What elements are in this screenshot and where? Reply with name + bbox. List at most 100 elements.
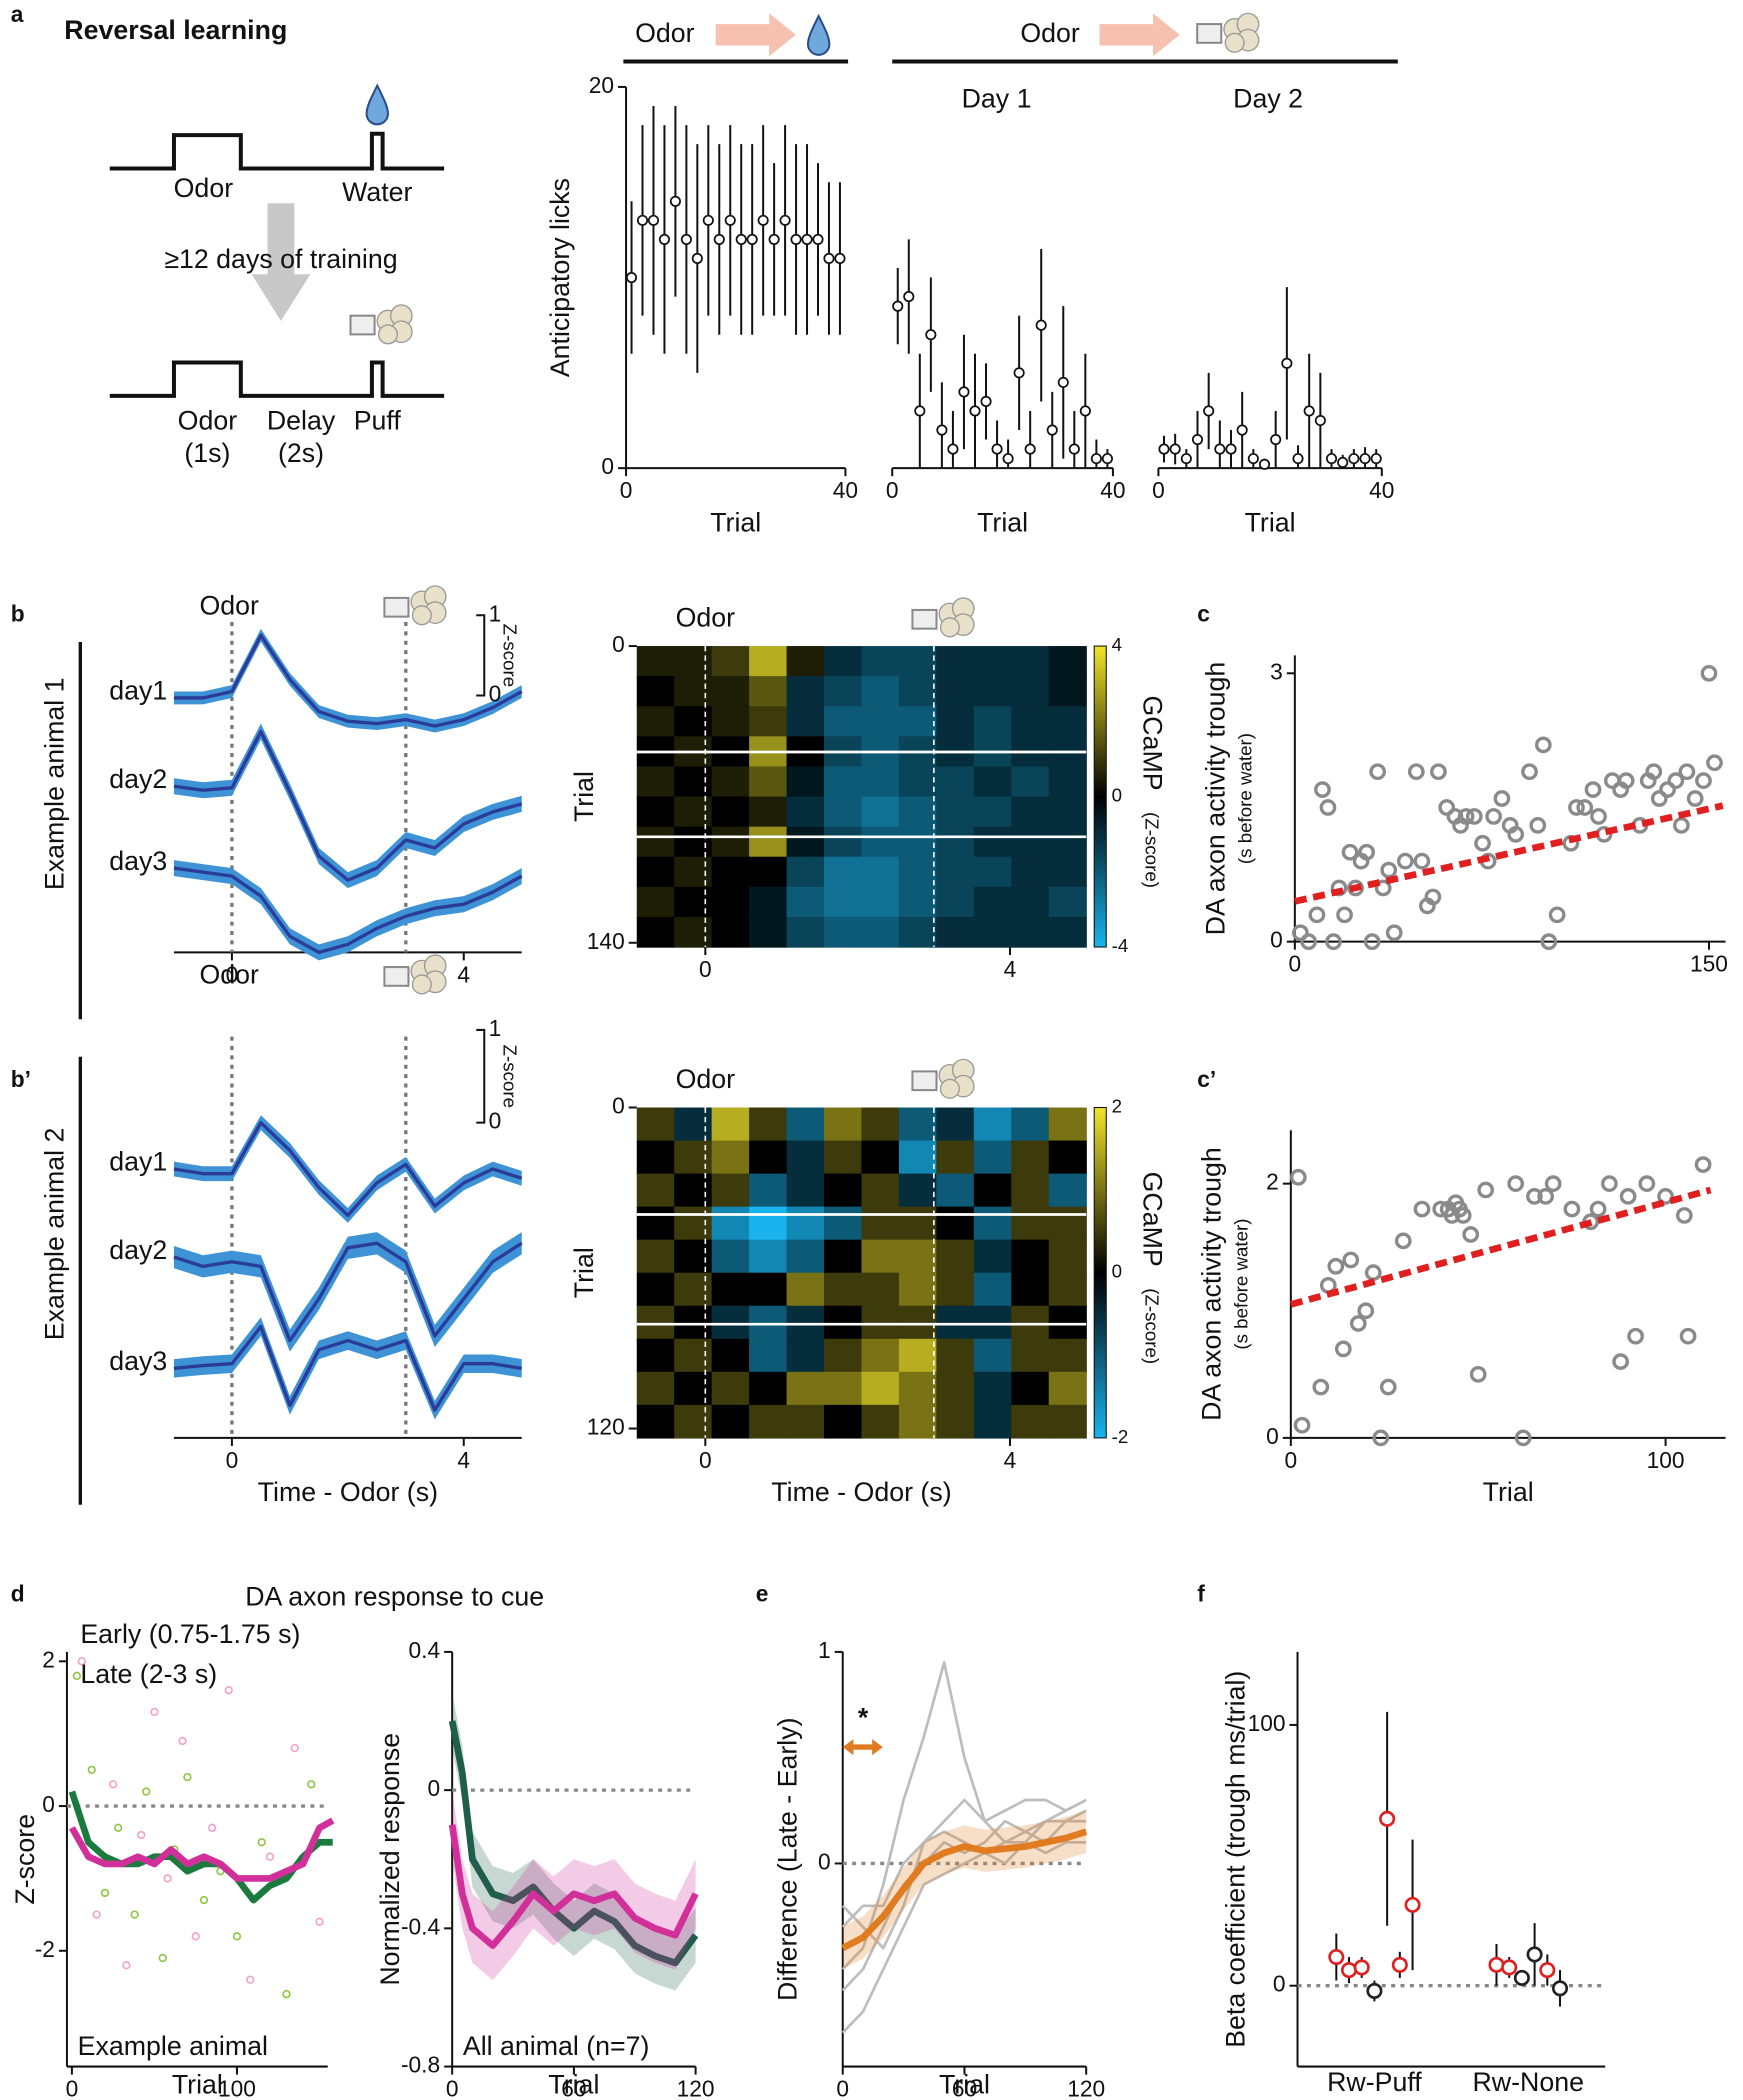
- scale-label: 1: [489, 600, 502, 626]
- y-tick-label: 0: [427, 1775, 440, 1801]
- error-band: [173, 1232, 522, 1352]
- point: [1501, 1959, 1518, 1976]
- x-tick-label: 0: [1152, 477, 1165, 503]
- chart-title: Day 1: [962, 83, 1032, 113]
- heat-cell: [749, 1404, 788, 1439]
- point: [1369, 763, 1387, 781]
- colorbar-tick-label: 2: [1112, 1095, 1122, 1116]
- heat-cell: [749, 706, 788, 738]
- y-tick-label: -2: [35, 1936, 55, 1962]
- heat-cell: [973, 916, 1012, 948]
- panel-label: b: [11, 600, 25, 626]
- x-tick-label: 150: [1690, 951, 1728, 977]
- x-axis-label: Time - Odor (s): [771, 1477, 951, 1507]
- heat-cell: [1048, 886, 1087, 918]
- x-axis-label: Trial: [172, 2070, 223, 2100]
- heat-cell: [824, 1305, 863, 1340]
- heat-cell: [898, 796, 938, 828]
- point: [1180, 453, 1192, 465]
- colorbar-tick-label: -4: [1112, 935, 1129, 956]
- heat-cell: [711, 766, 750, 798]
- x-axis-label: Trial: [1245, 507, 1296, 537]
- point: [1374, 879, 1392, 897]
- arrow: [1099, 13, 1180, 57]
- heat-cell: [1048, 706, 1087, 738]
- heat-cell: [636, 1272, 675, 1307]
- dot: [191, 1932, 200, 1941]
- dot: [163, 1874, 172, 1883]
- colorbar-label: GCaMP: [1137, 1172, 1167, 1267]
- scale-label: 1: [489, 1015, 502, 1041]
- point: [1046, 424, 1058, 436]
- heat-cell: [824, 676, 863, 707]
- heat-cell: [786, 1272, 825, 1307]
- series-line: [841, 1809, 1087, 1928]
- point: [980, 395, 992, 407]
- dot: [290, 1744, 299, 1753]
- heat-cell: [749, 796, 788, 828]
- heat-cell: [861, 1140, 900, 1175]
- series-label: day1: [109, 676, 167, 706]
- heat-cell: [898, 1272, 938, 1307]
- panel-label: e: [756, 1581, 769, 1607]
- point: [1341, 843, 1359, 861]
- heat-cell: [674, 1206, 713, 1241]
- heat-cell: [936, 766, 975, 798]
- annotation: Odor: [199, 590, 259, 620]
- heat-cell: [786, 1206, 825, 1241]
- point: [625, 271, 638, 284]
- heat-cell: [861, 1404, 900, 1439]
- scale-unit: Z-score: [499, 624, 520, 687]
- heat-cell: [898, 886, 938, 918]
- heat-cell: [786, 886, 825, 918]
- y-tick-label: -0.4: [401, 1913, 440, 1939]
- heat-cell: [824, 1404, 863, 1439]
- heat-cell: [861, 1239, 900, 1274]
- series-line: [68, 1817, 335, 1882]
- point: [812, 233, 824, 245]
- heat-cell: [749, 646, 788, 677]
- x-axis-label: Trial: [710, 507, 761, 537]
- point: [1336, 906, 1353, 924]
- heat-cell: [1048, 1107, 1087, 1142]
- cloud: [411, 605, 432, 626]
- heat-cell: [636, 856, 675, 888]
- error-band: [173, 1317, 522, 1420]
- colorbar-label: GCaMP: [1137, 695, 1167, 790]
- dot: [208, 1823, 217, 1832]
- heat-cell: [786, 1107, 825, 1142]
- heat-cell: [1011, 1272, 1050, 1307]
- label: Odor: [635, 18, 695, 48]
- label: Water: [342, 177, 412, 207]
- point: [779, 214, 791, 226]
- heat-cell: [711, 676, 750, 707]
- point: [1534, 736, 1552, 754]
- point: [1359, 453, 1371, 465]
- point: [1024, 443, 1036, 455]
- heat-cell: [1011, 856, 1050, 888]
- series-line: [448, 1824, 699, 1949]
- point: [1068, 443, 1080, 455]
- heat-cell: [711, 826, 750, 858]
- point: [1379, 1378, 1397, 1396]
- heat-cell: [936, 856, 975, 888]
- panel-label: c: [1197, 600, 1210, 626]
- point: [1357, 1302, 1375, 1320]
- heat-cell: [674, 1107, 713, 1142]
- heat-cell: [711, 856, 750, 888]
- heat-cell: [824, 796, 863, 828]
- point: [1325, 453, 1338, 465]
- heat-cell: [898, 916, 938, 948]
- heat-cell: [636, 1338, 675, 1373]
- x-axis-label: Trial: [939, 2070, 990, 2100]
- heat-cell: [973, 676, 1012, 707]
- panel-label: d: [11, 1581, 25, 1607]
- heat-cell: [636, 1140, 675, 1175]
- y-tick-label: 0: [1270, 927, 1283, 953]
- heat-cell: [861, 706, 900, 738]
- y-axis-label: DA axon activity trough: [1196, 1147, 1226, 1421]
- heat-cell: [973, 1206, 1012, 1241]
- point: [1438, 799, 1456, 816]
- point: [1002, 453, 1014, 465]
- point: [1695, 772, 1712, 790]
